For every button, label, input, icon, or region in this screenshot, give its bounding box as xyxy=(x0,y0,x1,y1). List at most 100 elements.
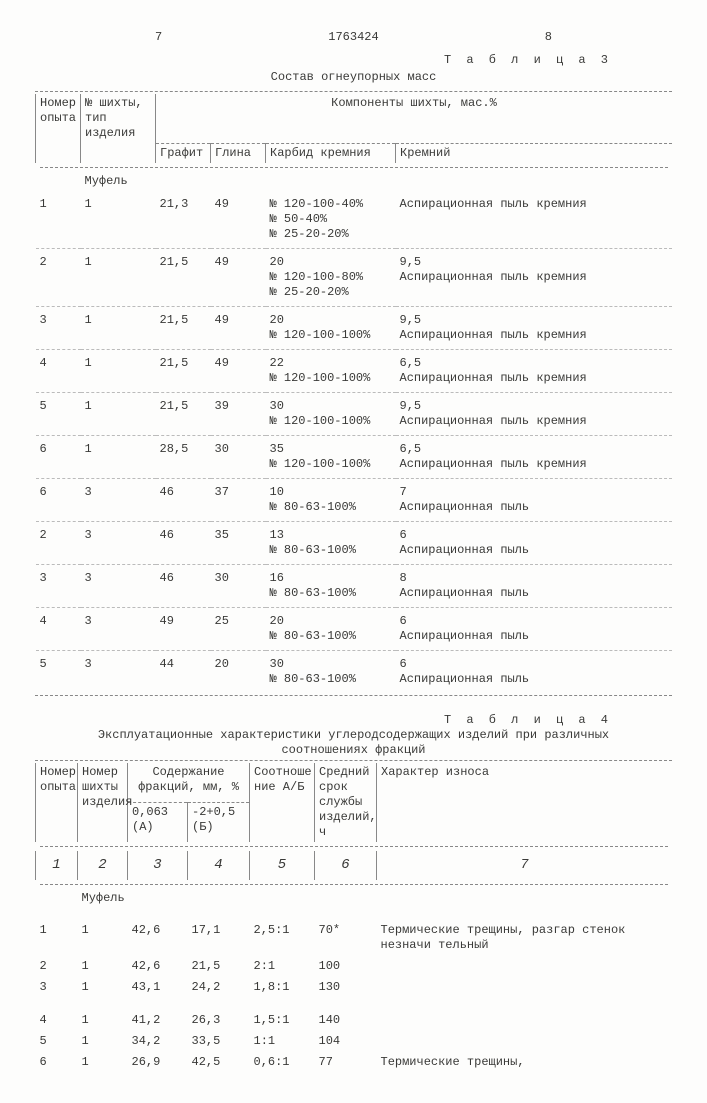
cell: 35 xyxy=(211,521,266,564)
cell: 46 xyxy=(156,564,211,607)
table-row: 6128,53035 № 120-100-100%6,5 Аспирационн… xyxy=(36,435,673,478)
table-row: 5134,233,51:1104 xyxy=(36,1031,673,1052)
cell: 42,5 xyxy=(188,1052,250,1073)
cell: 3 xyxy=(36,306,81,349)
cell: 30 xyxy=(211,435,266,478)
cell: 100 xyxy=(315,956,377,977)
colnum: 4 xyxy=(188,851,250,881)
cell: 4 xyxy=(36,1010,78,1031)
colnum: 3 xyxy=(128,851,188,881)
th4-205B: -2+0,5 (Б) xyxy=(188,802,250,842)
cell: 4 xyxy=(36,349,81,392)
colnum: 5 xyxy=(250,851,315,881)
cell: 1 xyxy=(78,920,128,956)
cell: 9,5 Аспирационная пыль кремния xyxy=(396,248,673,306)
th-karbid: Карбид кремния xyxy=(266,143,396,163)
table3-head-row2: Графит Глина Карбид кремния Кремний xyxy=(36,143,673,163)
table3-title: Т а б л и ц а 3 xyxy=(35,53,672,68)
cell: 21,5 xyxy=(156,349,211,392)
cell: 46 xyxy=(156,521,211,564)
table4-head-row: Номер опыта Номер шихты изделия Содержан… xyxy=(36,763,673,803)
cell: 140 xyxy=(315,1010,377,1031)
cell: 6,5 Аспирационная пыль кремния xyxy=(396,349,673,392)
cell: 9,5 Аспирационная пыль кремния xyxy=(396,392,673,435)
cell: 1 xyxy=(36,191,81,249)
table-row: 1142,617,12,5:170*Термические трещины, р… xyxy=(36,920,673,956)
page-right: 8 xyxy=(545,30,552,45)
cell: 25 xyxy=(211,607,266,650)
table-row: 63463710 № 80-63-100%7 Аспирационная пыл… xyxy=(36,478,673,521)
cell xyxy=(377,1031,673,1052)
cell: 1,8:1 xyxy=(250,977,315,998)
cell: 6 Аспирационная пыль xyxy=(396,521,673,564)
th4-har: Характер износа xyxy=(377,763,673,842)
cell: 3 xyxy=(81,521,156,564)
cell: 1 xyxy=(36,920,78,956)
cell: 6 Аспирационная пыль xyxy=(396,607,673,650)
colnum: 6 xyxy=(315,851,377,881)
cell: 2:1 xyxy=(250,956,315,977)
cell: 17,1 xyxy=(188,920,250,956)
cell: 13 № 80-63-100% xyxy=(266,521,396,564)
table-row: 4121,54922 № 120-100-100%6,5 Аспирационн… xyxy=(36,349,673,392)
mufel-label-4: Муфель xyxy=(78,889,128,908)
cell: 3 xyxy=(81,564,156,607)
cell: 49 xyxy=(211,349,266,392)
cell: 28,5 xyxy=(156,435,211,478)
th4-shihty: Номер шихты изделия xyxy=(78,763,128,842)
table-row: 1121,349№ 120-100-40% № 50-40% № 25-20-2… xyxy=(36,191,673,249)
cell: 34,2 xyxy=(128,1031,188,1052)
th-grafit: Графит xyxy=(156,143,211,163)
th-komponenty: Компоненты шихты, мас.% xyxy=(156,94,673,143)
colnum: 1 xyxy=(36,851,78,881)
table-row: 33463016 № 80-63-100%8 Аспирационная пыл… xyxy=(36,564,673,607)
cell: 39 xyxy=(211,392,266,435)
cell: 1 xyxy=(81,349,156,392)
cell: 1 xyxy=(78,1010,128,1031)
cell: 1 xyxy=(81,248,156,306)
cell: Аспирационная пыль кремния xyxy=(396,191,673,249)
cell: 24,2 xyxy=(188,977,250,998)
cell: 130 xyxy=(315,977,377,998)
th4-srok: Средний срок службы изделий, ч xyxy=(315,763,377,842)
th-kremnij: Кремний xyxy=(396,143,673,163)
cell: 8 Аспирационная пыль xyxy=(396,564,673,607)
cell: 21,5 xyxy=(188,956,250,977)
th-nomer: Номер опыта xyxy=(36,94,81,143)
cell: 6 xyxy=(36,1052,78,1073)
cell: 30 № 80-63-100% xyxy=(266,650,396,693)
cell: 26,9 xyxy=(128,1052,188,1073)
cell: 41,2 xyxy=(128,1010,188,1031)
th4-frac: Содержание фракций, мм, % xyxy=(128,763,250,803)
cell: 49 xyxy=(211,248,266,306)
cell: 21,5 xyxy=(156,392,211,435)
cell: 77 xyxy=(315,1052,377,1073)
table-row: 3121,54920 № 120-100-100%9,5 Аспирационн… xyxy=(36,306,673,349)
cell: 6,5 Аспирационная пыль кремния xyxy=(396,435,673,478)
cell: 104 xyxy=(315,1031,377,1052)
cell: 1 xyxy=(81,392,156,435)
cell: Термические трещины, разгар стенок незна… xyxy=(377,920,673,956)
cell: 6 Аспирационная пыль xyxy=(396,650,673,693)
cell: 20 № 120-100-80% № 25-20-20% xyxy=(266,248,396,306)
th4-ratio: Соотноше ние А/Б xyxy=(250,763,315,842)
cell: 3 xyxy=(36,977,78,998)
cell: 30 № 120-100-100% xyxy=(266,392,396,435)
cell: 2 xyxy=(36,956,78,977)
table-row: 2121,54920 № 120-100-80% № 25-20-20%9,5 … xyxy=(36,248,673,306)
th-shihty: № шихты, тип изделия xyxy=(81,94,156,143)
cell: 1 xyxy=(81,306,156,349)
cell: 44 xyxy=(156,650,211,693)
table4-subtitle: Эксплуатационные характеристики углеродс… xyxy=(35,728,672,758)
cell: 1 xyxy=(81,191,156,249)
cell: 5 xyxy=(36,1031,78,1052)
cell: 1 xyxy=(78,1052,128,1073)
cell: 1 xyxy=(78,956,128,977)
cell: 6 xyxy=(36,435,81,478)
table-row: 43492520 № 80-63-100%6 Аспирационная пыл… xyxy=(36,607,673,650)
cell: 70* xyxy=(315,920,377,956)
cell: 35 № 120-100-100% xyxy=(266,435,396,478)
cell: 5 xyxy=(36,650,81,693)
cell: 6 xyxy=(36,478,81,521)
cell: 33,5 xyxy=(188,1031,250,1052)
